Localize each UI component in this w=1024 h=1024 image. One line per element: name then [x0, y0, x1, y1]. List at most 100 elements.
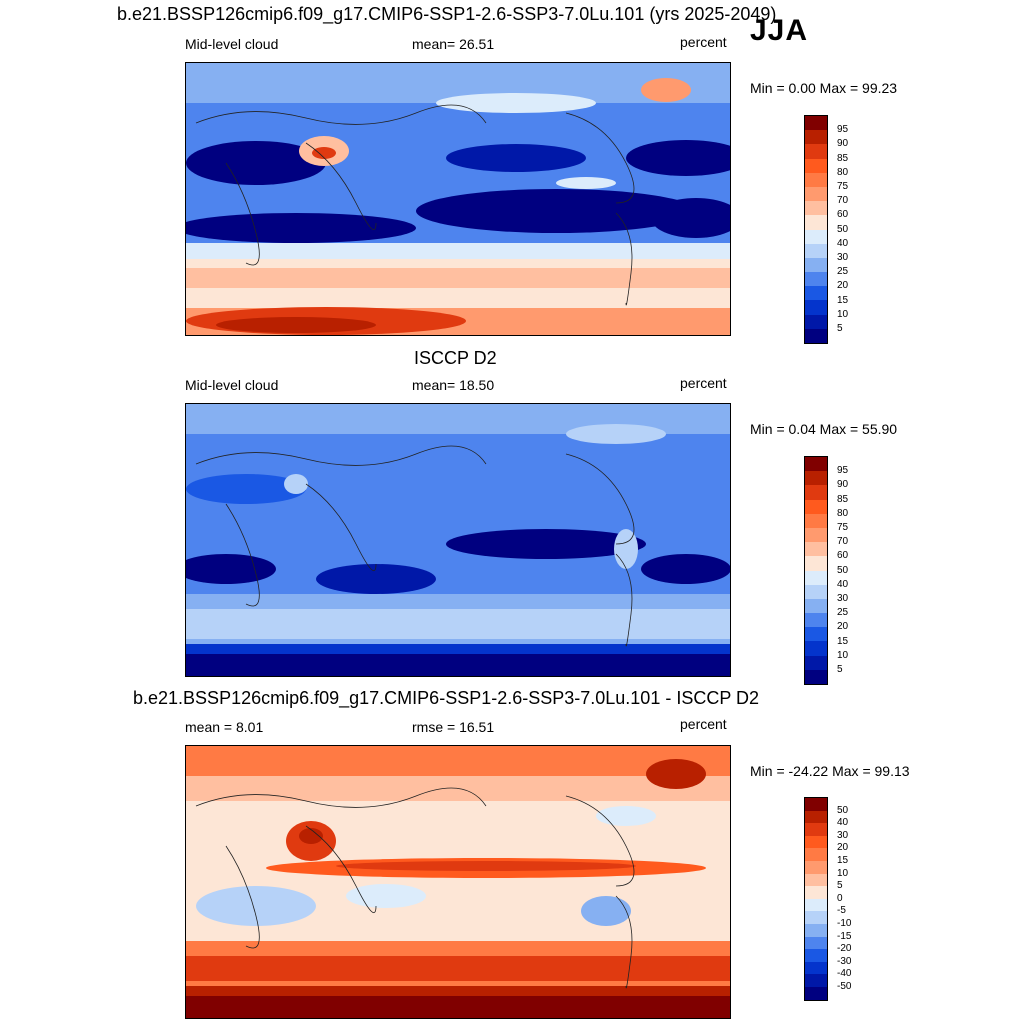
- panel1-colorbar: [804, 115, 828, 344]
- colorbar-tick-label: 25: [837, 607, 849, 619]
- colorbar-swatch: [805, 556, 827, 571]
- colorbar-swatch: [805, 172, 827, 187]
- colorbar-swatch: [805, 186, 827, 202]
- colorbar-tick-label: 30: [837, 829, 849, 841]
- season-label: JJA: [750, 14, 809, 47]
- colorbar-swatch: [805, 627, 827, 642]
- colorbar-swatch: [805, 986, 827, 1000]
- colorbar-swatch: [805, 798, 827, 811]
- colorbar-tick-label: 95: [837, 124, 849, 136]
- colorbar-tick-label: 70: [837, 195, 849, 207]
- colorbar-tick-label: 90: [837, 479, 849, 491]
- colorbar-swatch: [805, 130, 827, 145]
- colorbar-swatch: [805, 898, 827, 912]
- panel2-minmax-label: Min = 0.04 Max = 55.90: [750, 421, 898, 437]
- colorbar-swatch: [805, 860, 827, 874]
- colorbar-swatch: [805, 542, 827, 557]
- colorbar-tick-label: 0: [837, 892, 843, 904]
- colorbar-tick-label: -30: [837, 955, 852, 967]
- colorbar-swatch: [805, 314, 827, 329]
- colorbar-tick-label: 20: [837, 842, 849, 854]
- colorbar-tick-label: 70: [837, 536, 849, 548]
- colorbar-tick-label: -15: [837, 930, 852, 942]
- colorbar-tick-label: 80: [837, 166, 849, 178]
- panel2-colorbar: [804, 456, 828, 685]
- colorbar-swatch: [805, 286, 827, 301]
- panel3-units-label: percent: [680, 716, 727, 732]
- colorbar-swatch: [805, 949, 827, 962]
- colorbar-swatch: [805, 655, 827, 670]
- panel3-colorbar: [804, 797, 828, 1001]
- panel2-title: ISCCP D2: [414, 348, 497, 368]
- colorbar-tick-label: 10: [837, 649, 849, 661]
- colorbar-tick-label: 10: [837, 867, 849, 879]
- colorbar-swatch: [805, 848, 827, 861]
- panel1-minmax-label: Min = 0.00 Max = 99.23: [750, 80, 898, 96]
- colorbar-tick-label: 15: [837, 635, 849, 647]
- colorbar-tick-label: -10: [837, 918, 852, 929]
- colorbar-tick-label: 15: [837, 294, 849, 306]
- colorbar-tick-label: 75: [837, 181, 849, 192]
- colorbar-tick-label: 20: [837, 621, 849, 633]
- colorbar-tick-label: -40: [837, 968, 852, 980]
- colorbar-tick-label: 40: [837, 817, 849, 829]
- colorbar-swatch: [805, 328, 827, 343]
- colorbar-tick-label: -20: [837, 943, 852, 955]
- colorbar-tick-label: 10: [837, 308, 849, 320]
- panel3-rmse-label: rmse = 16.51: [412, 719, 495, 735]
- colorbar-swatch: [805, 823, 827, 836]
- panel3-mean-label: mean = 8.01: [185, 719, 264, 735]
- colorbar-swatch: [805, 613, 827, 628]
- colorbar-tick-label: 50: [837, 564, 849, 576]
- colorbar-tick-label: 5: [837, 880, 843, 892]
- colorbar-tick-label: 25: [837, 266, 849, 278]
- colorbar-swatch: [805, 810, 827, 824]
- colorbar-swatch: [805, 584, 827, 599]
- colorbar-tick-label: 75: [837, 522, 849, 533]
- colorbar-swatch: [805, 457, 827, 472]
- colorbar-swatch: [805, 923, 827, 937]
- colorbar-swatch: [805, 873, 827, 887]
- colorbar-swatch: [805, 300, 827, 315]
- colorbar-swatch: [805, 911, 827, 924]
- colorbar-swatch: [805, 570, 827, 585]
- colorbar-swatch: [805, 513, 827, 528]
- panel2-units-label: percent: [680, 375, 727, 391]
- colorbar-swatch: [805, 485, 827, 500]
- colorbar-tick-label: 50: [837, 804, 849, 816]
- colorbar-swatch: [805, 201, 827, 216]
- colorbar-tick-label: -5: [837, 905, 846, 917]
- colorbar-swatch: [805, 641, 827, 656]
- colorbar-swatch: [805, 471, 827, 486]
- colorbar-tick-label: 40: [837, 578, 849, 590]
- colorbar-swatch: [805, 116, 827, 131]
- colorbar-swatch: [805, 257, 827, 273]
- colorbar-swatch: [805, 243, 827, 258]
- colorbar-tick-label: 85: [837, 152, 849, 164]
- colorbar-tick-label: 90: [837, 138, 849, 150]
- colorbar-swatch: [805, 669, 827, 684]
- colorbar-tick-label: 60: [837, 550, 849, 562]
- colorbar-swatch: [805, 499, 827, 514]
- colorbar-tick-label: 30: [837, 593, 849, 604]
- colorbar-swatch: [805, 144, 827, 159]
- colorbar-swatch: [805, 936, 827, 950]
- colorbar-tick-label: 30: [837, 252, 849, 263]
- colorbar-tick-label: 80: [837, 507, 849, 519]
- colorbar-tick-label: 40: [837, 237, 849, 249]
- colorbar-tick-label: 50: [837, 223, 849, 235]
- colorbar-swatch: [805, 158, 827, 173]
- colorbar-tick-label: 15: [837, 855, 849, 866]
- colorbar-swatch: [805, 215, 827, 230]
- colorbar-swatch: [805, 598, 827, 614]
- colorbar-swatch: [805, 229, 827, 244]
- colorbar-tick-label: 60: [837, 209, 849, 221]
- panel1-variable-label: Mid-level cloud: [185, 36, 279, 52]
- panel1-units-label: percent: [680, 34, 727, 50]
- colorbar-swatch: [805, 527, 827, 543]
- colorbar-swatch: [805, 835, 827, 849]
- panel3-map: [185, 745, 731, 1019]
- colorbar-swatch: [805, 886, 827, 899]
- colorbar-swatch: [805, 974, 827, 987]
- panel2-map: [185, 403, 731, 677]
